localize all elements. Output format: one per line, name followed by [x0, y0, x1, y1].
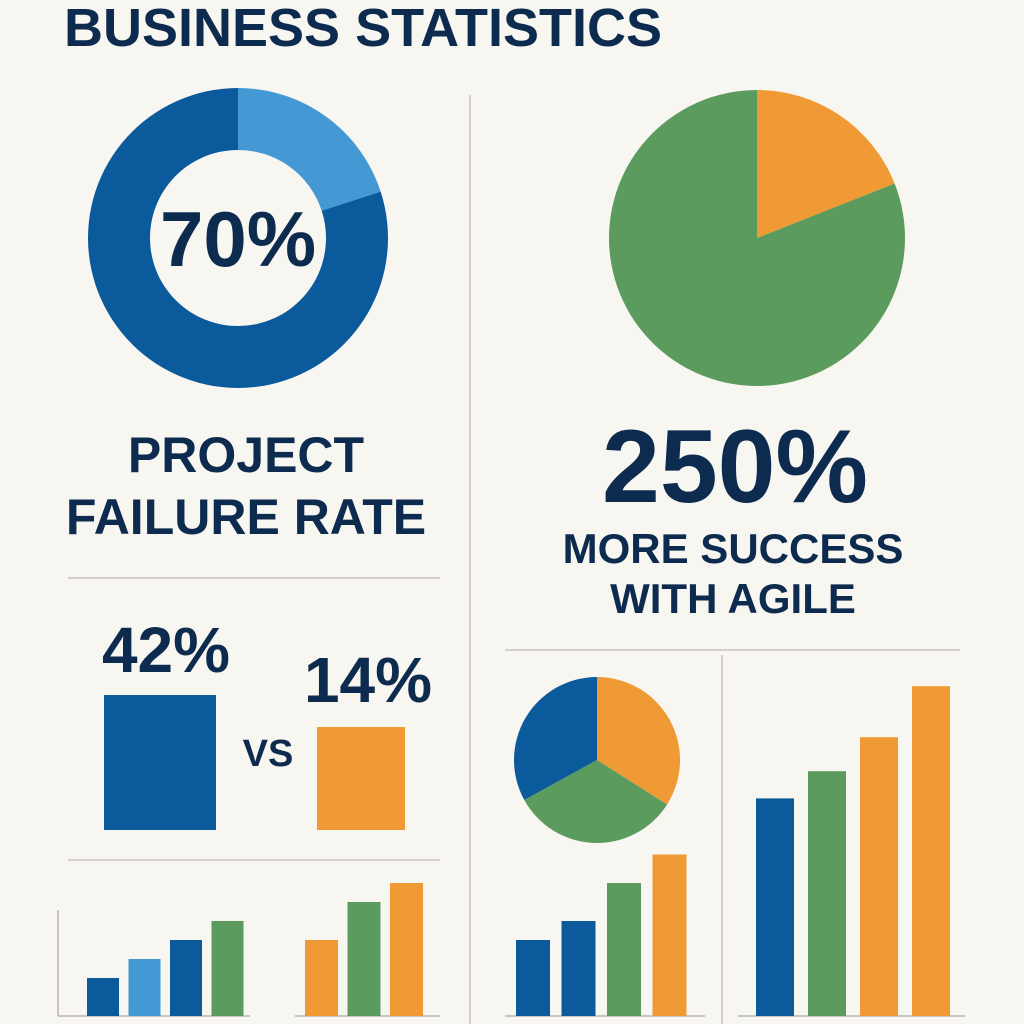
slice: [513, 677, 597, 800]
bar: [756, 798, 794, 1016]
bar: [607, 883, 641, 1016]
page-title: BUSINESS STATISTICS: [64, 0, 662, 58]
bar: [305, 940, 338, 1016]
stat-label: 14%: [304, 644, 432, 716]
bar: [652, 854, 687, 1016]
caption: FAILURE RATE: [66, 489, 426, 545]
stat-label: 42%: [102, 614, 230, 686]
bar: [128, 959, 161, 1016]
caption: PROJECT: [128, 427, 364, 483]
caption: MORE SUCCESS: [563, 525, 904, 572]
slice: [597, 677, 681, 805]
bar: [860, 737, 898, 1016]
slice: [524, 760, 668, 844]
slice: [609, 90, 905, 386]
center-label: 70%: [160, 195, 316, 283]
slice: [757, 90, 895, 238]
bar: [561, 921, 596, 1016]
slice: [238, 88, 381, 211]
bar: [516, 940, 550, 1016]
bar: [912, 686, 950, 1016]
bar: [211, 921, 244, 1016]
stat-block: [317, 727, 405, 830]
bar: [347, 902, 381, 1016]
bar: [170, 940, 202, 1016]
vs-label: VS: [243, 733, 294, 775]
headline: 250%: [602, 409, 868, 525]
caption: WITH AGILE: [610, 575, 856, 622]
stat-block: [104, 695, 216, 830]
bar: [87, 978, 119, 1016]
bar: [808, 771, 846, 1016]
bar: [390, 883, 423, 1016]
slice: [88, 88, 389, 388]
